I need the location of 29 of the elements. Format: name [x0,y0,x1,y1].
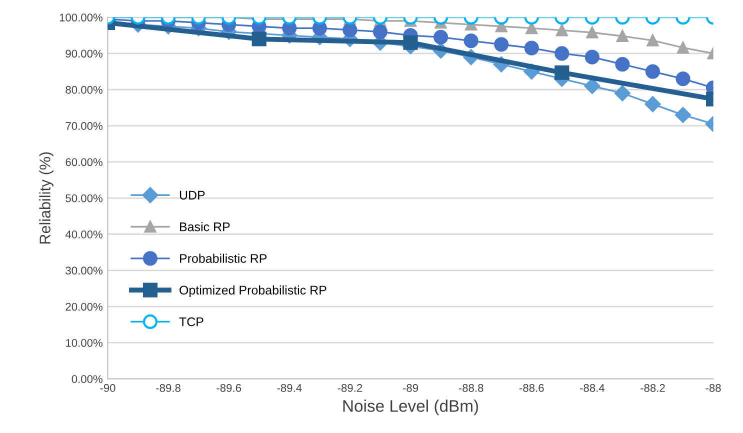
x-tick-label: -88.2 [640,384,665,392]
x-tick-label: -89.4 [277,384,302,392]
x-axis-title: Noise Level (dBm) [343,400,478,416]
legend-label: UDP [180,190,205,200]
y-tick-label: 80.00% [66,86,102,94]
y-tick-label: 90.00% [66,50,102,58]
y-tick-label: 20.00% [66,302,102,311]
y-tick-label: 100.00% [60,14,102,22]
y-tick-label: 40.00% [65,230,102,238]
x-tick-label: -88.4 [580,384,605,392]
x-tick-label: -88.6 [519,384,544,392]
legend-label: Probabilistic RP [180,254,267,263]
y-tick-label: 70.00% [66,122,102,130]
x-tick-label: -89 [402,384,418,392]
y-tick-label: 50.00% [66,194,102,202]
legend-label: Optimized Probabilistic RP [180,285,326,298]
y-tick-label: 10.00% [66,338,102,347]
legend-label: Basic RP [180,222,230,232]
y-tick-label: 0.00% [72,375,102,384]
x-tick-label: -88 [706,384,721,392]
y-tick-label: 60.00% [66,158,102,166]
y-axis-title: Reliability (%) [39,152,54,244]
x-tick-label: -90 [100,384,116,392]
x-tick-label: -89.8 [156,384,180,392]
x-tick-label: -88.8 [458,384,484,392]
legend-label: TCP [179,317,204,326]
y-tick-label: 30.00% [66,266,102,275]
x-tick-label: -89.6 [216,384,242,392]
x-tick-label: -89.2 [338,384,362,392]
